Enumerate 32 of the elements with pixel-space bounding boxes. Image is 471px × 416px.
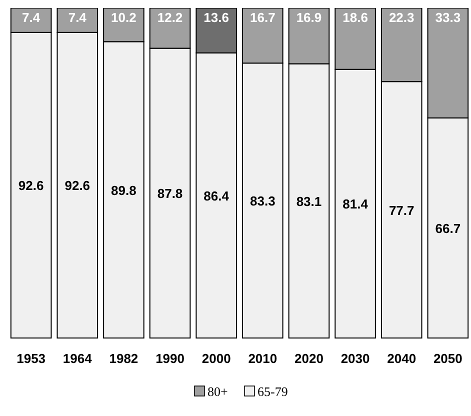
data-label: 87.8 [157,186,183,202]
x-tick-label: 2020 [294,351,324,366]
data-label: 66.7 [435,220,461,236]
data-label: 89.8 [111,182,136,198]
data-label: 7.4 [22,10,41,25]
data-label: 86.4 [204,188,230,204]
data-label: 77.7 [388,202,414,218]
data-label: 22.3 [388,10,414,25]
data-label: 7.4 [68,10,88,25]
data-label: 33.3 [435,10,461,25]
data-label: 92.6 [64,178,90,194]
x-tick-label: 2050 [433,351,462,366]
data-label: 12.2 [157,10,183,25]
data-label: 13.6 [204,10,229,25]
data-label: 18.6 [342,10,368,25]
data-label: 10.2 [111,10,136,25]
x-tick-label: 1964 [62,351,93,366]
x-tick-label: 1990 [156,351,184,366]
x-tick-label: 2040 [387,351,416,366]
data-label: 83.1 [296,194,322,209]
x-tick-label: 2010 [248,351,278,366]
x-tick-label: 2030 [340,351,370,366]
data-label: 92.6 [18,178,44,194]
data-label: 83.3 [250,194,276,209]
x-tick-label: 1982 [109,351,138,366]
data-label: 16.9 [296,10,322,25]
data-label: 16.7 [250,10,276,25]
legend-label: 65-79 [258,384,288,399]
x-tick-label: 2000 [202,351,231,366]
x-tick-label: 1953 [16,351,46,366]
data-label: 81.4 [342,196,369,212]
legend-label: 80+ [208,384,228,399]
